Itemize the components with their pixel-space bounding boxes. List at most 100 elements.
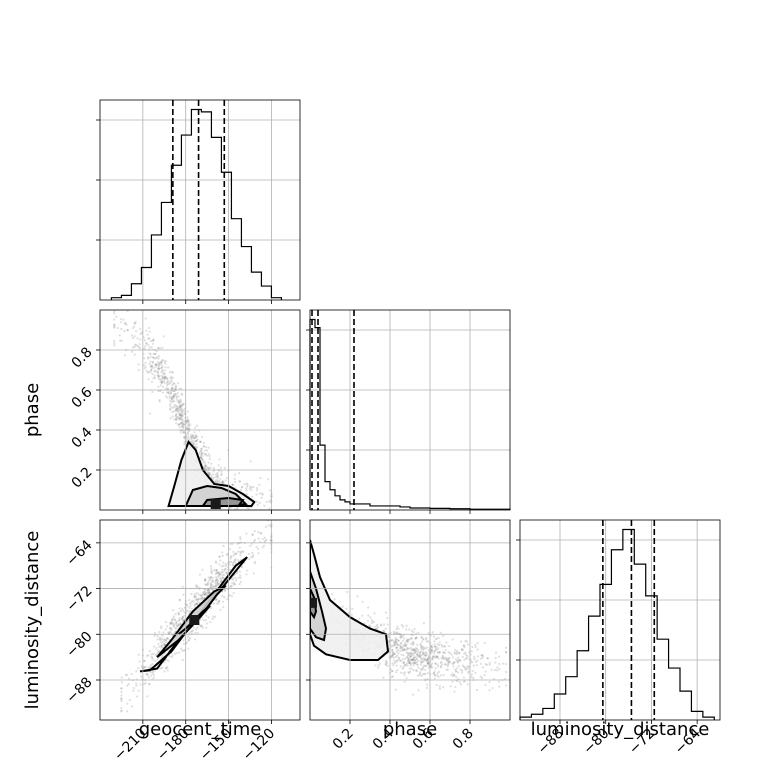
scatter-point: [421, 652, 425, 655]
scatter-point: [395, 664, 398, 667]
scatter-point: [457, 658, 461, 661]
scatter-point: [423, 658, 426, 661]
scatter-point: [395, 638, 398, 641]
scatter-point: [405, 624, 408, 627]
scatter-point: [420, 668, 423, 672]
scatter-point: [235, 552, 238, 555]
scatter-point: [143, 339, 146, 342]
scatter-point: [163, 377, 166, 381]
scatter-point: [179, 414, 182, 417]
scatter-point: [182, 403, 185, 406]
scatter-point: [190, 630, 193, 633]
scatter-point: [261, 493, 264, 496]
scatter-point: [158, 637, 162, 641]
scatter-point: [419, 657, 423, 660]
scatter-point: [406, 654, 410, 657]
scatter-point: [466, 671, 470, 674]
scatter-point: [128, 677, 131, 680]
scatter-point: [195, 584, 198, 587]
scatter-point: [151, 671, 155, 675]
scatter-point: [407, 671, 410, 674]
scatter-point: [412, 648, 416, 651]
scatter-point: [150, 364, 153, 367]
scatter-point: [472, 677, 475, 680]
scatter-point: [177, 410, 180, 413]
scatter-point: [144, 345, 147, 348]
scatter-point: [461, 664, 465, 667]
scatter-point: [160, 374, 163, 378]
scatter-point: [191, 599, 194, 602]
scatter-point: [174, 409, 178, 412]
y-tick-label: 0.4: [69, 424, 96, 451]
scatter-point: [183, 412, 186, 415]
scatter-point: [460, 648, 463, 652]
scatter-point: [391, 648, 394, 651]
scatter-point: [153, 374, 156, 377]
scatter-point: [218, 555, 221, 558]
scatter-point: [157, 364, 161, 368]
scatter-point: [194, 436, 197, 439]
scatter-point: [163, 377, 166, 380]
scatter-point: [151, 656, 154, 659]
scatter-point: [155, 363, 158, 366]
scatter-point: [222, 544, 225, 548]
scatter-point: [217, 573, 221, 576]
scatter-point: [466, 683, 469, 686]
scatter-point: [204, 452, 208, 456]
scatter-point: [160, 625, 163, 628]
scatter-point: [447, 660, 450, 664]
scatter-point: [384, 660, 387, 663]
scatter-point: [201, 593, 205, 596]
scatter-point: [160, 363, 163, 366]
scatter-point: [446, 658, 449, 661]
scatter-point: [208, 473, 211, 476]
scatter-point: [440, 643, 443, 647]
scatter-point: [241, 485, 244, 488]
scatter-point: [214, 476, 217, 479]
scatter-point: [162, 385, 165, 389]
scatter-point: [156, 652, 159, 655]
scatter-point: [250, 486, 253, 489]
scatter-point: [422, 637, 425, 641]
scatter-point: [205, 583, 208, 587]
scatter-point: [166, 380, 170, 383]
scatter-point: [443, 657, 446, 661]
scatter-point: [206, 589, 209, 592]
scatter-point: [180, 425, 184, 428]
scatter-point: [457, 665, 460, 668]
scatter-point: [164, 620, 168, 624]
scatter-point: [226, 571, 229, 575]
scatter-point: [485, 663, 488, 666]
scatter-point: [177, 611, 180, 614]
scatter-point: [445, 668, 448, 671]
scatter-point: [451, 638, 454, 641]
scatter-point: [368, 625, 371, 628]
scatter-point: [437, 675, 440, 679]
scatter-point: [193, 436, 197, 439]
scatter-point: [215, 584, 218, 587]
scatter-point: [459, 668, 462, 671]
scatter-point: [471, 645, 474, 649]
scatter-point: [154, 370, 157, 373]
scatter-point: [205, 614, 208, 617]
scatter-point: [403, 643, 406, 646]
scatter-point: [464, 666, 467, 669]
scatter-point: [424, 672, 427, 675]
scatter-point: [151, 339, 154, 342]
scatter-point: [183, 440, 186, 444]
scatter-point: [464, 651, 467, 654]
scatter-point: [168, 654, 171, 658]
scatter-point: [203, 591, 206, 594]
scatter-point: [452, 662, 455, 665]
scatter-point: [393, 659, 396, 662]
scatter-point: [210, 462, 213, 465]
scatter-point: [410, 652, 413, 655]
scatter-point: [176, 625, 179, 628]
scatter-point: [169, 408, 172, 411]
scatter-point: [408, 652, 412, 655]
scatter-point: [239, 580, 242, 584]
scatter-point: [190, 592, 193, 596]
scatter-point: [224, 563, 227, 566]
scatter-point: [265, 500, 268, 503]
scatter-point: [138, 660, 141, 663]
